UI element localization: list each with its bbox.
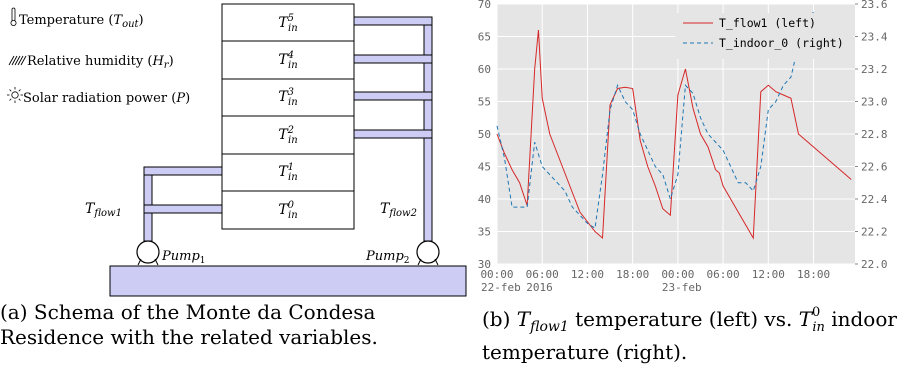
y-right-tick-label: 22.4 — [861, 193, 888, 206]
y-left-tick-label: 30 — [478, 258, 491, 271]
x-tick-date: 22-feb — [481, 281, 521, 294]
caption-a: (a) Schema of the Monte da Condesa Resid… — [0, 300, 378, 349]
x-tick-label: 18:00 — [616, 268, 649, 281]
series-line — [496, 29, 852, 240]
floor-label-5: T5 in — [278, 13, 297, 34]
sun-icon — [7, 87, 23, 103]
y-right-tick-label: 22.8 — [861, 128, 888, 141]
tflow1-label: Tflow1 — [85, 201, 122, 219]
x-tick-label: 06:00 — [707, 268, 740, 281]
legend-label: T_flow1 (left) — [719, 16, 816, 30]
building-schema: Temperature (Tout) Relative humidity (Hr… — [7, 3, 467, 297]
floor-label-2: T2 in — [278, 125, 297, 146]
y-right-tick-label: 23.6 — [861, 0, 888, 11]
y-left-tick-label: 35 — [478, 226, 491, 239]
y-right-tick-label: 22.0 — [861, 258, 888, 271]
x-tick-label: 12:00 — [752, 268, 785, 281]
x-tick-label: 00:00 — [661, 268, 694, 281]
pipe-left — [143, 166, 223, 242]
pump-1-label: Pump1 — [161, 249, 206, 266]
x-year-label: 2016 — [526, 281, 553, 294]
y-left-tick-label: 50 — [478, 128, 491, 141]
y-left-tick-label: 55 — [478, 96, 491, 109]
legend-box — [675, 13, 853, 59]
caption-b: (b) Tflow1 temperature (left) vs. T0in i… — [482, 305, 897, 364]
floor-label-1: T1 in — [278, 162, 297, 183]
x-tick-date: 23-feb — [662, 281, 702, 294]
ground-slab — [109, 265, 467, 297]
pump-1-icon — [136, 240, 160, 267]
y-left-tick-label: 60 — [478, 63, 491, 76]
series-line — [496, 11, 814, 230]
x-tick-label: 00:00 — [480, 268, 513, 281]
y-right-tick-label: 23.2 — [861, 63, 888, 76]
temperature-chart: 30 35 40 45 50 55 60 65 70 22.0 22.2 22.4 22.6 22.8 23… — [478, 0, 888, 294]
x-tick-label: 06:00 — [526, 268, 559, 281]
y-left-tick-label: 70 — [478, 0, 491, 11]
y-left-tick-label: 45 — [478, 161, 491, 174]
x-tick-label: 12:00 — [571, 268, 604, 281]
floor-label-0: T0 in — [278, 200, 297, 221]
floor-label-3: T3 in — [278, 87, 297, 108]
y-right-tick-label: 22.2 — [861, 226, 888, 239]
y-right-tick-label: 22.6 — [861, 161, 888, 174]
legend-label: T_indoor_0 (right) — [719, 36, 844, 50]
pump-2-icon — [416, 240, 440, 267]
building — [221, 3, 355, 230]
pump-2-label: Pump2 — [365, 249, 410, 266]
legend-humidity: Relative humidity (Hr) — [27, 54, 174, 71]
x-tick-label: 18:00 — [797, 268, 830, 281]
humidity-icon — [8, 55, 27, 66]
y-left-tick-label: 40 — [478, 193, 491, 206]
y-left-tick-label: 65 — [478, 31, 491, 44]
y-right-tick-label: 23.0 — [861, 96, 888, 109]
legend-solar: Solar radiation power (P) — [23, 91, 190, 106]
floor-label-4: T4 in — [278, 50, 297, 71]
legend-temperature: Temperature (Tout) — [19, 13, 144, 30]
thermometer-icon — [10, 7, 17, 26]
y-right-tick-label: 23.4 — [861, 31, 888, 44]
tflow2-label: Tflow2 — [380, 201, 417, 219]
